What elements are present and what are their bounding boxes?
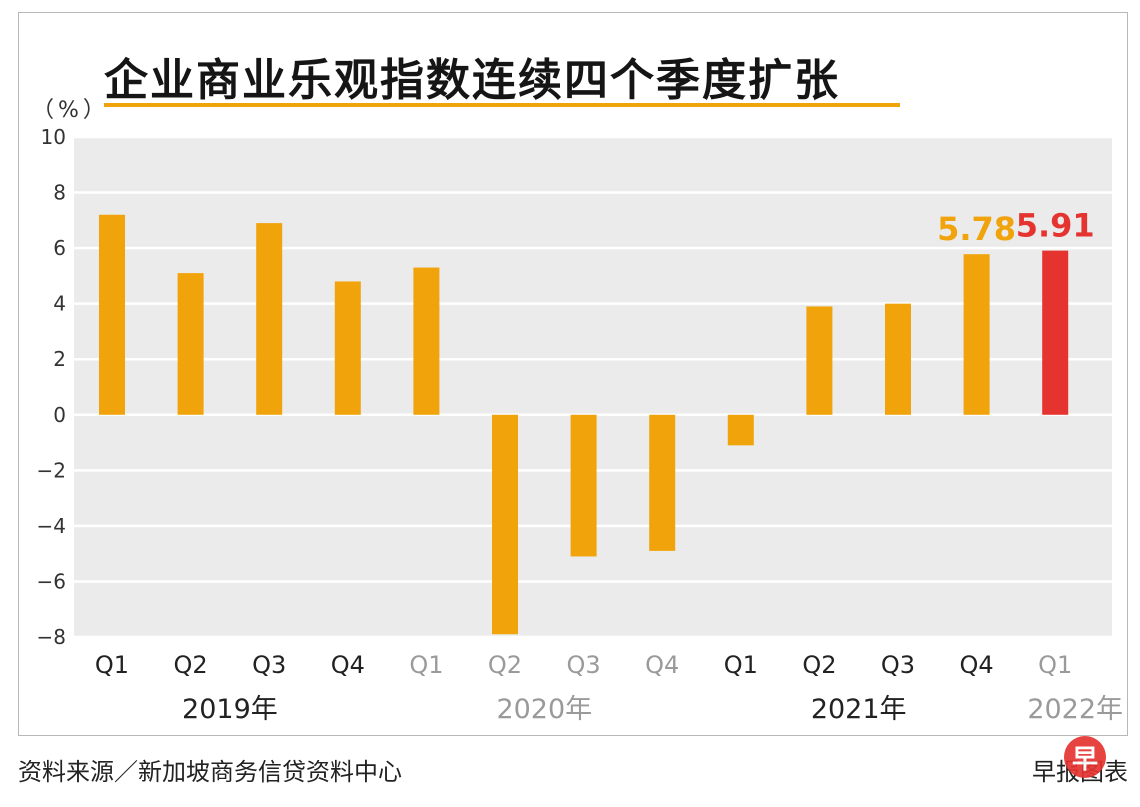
y-tick-label: 0 [53,403,66,427]
year-label: 2021年 [811,694,907,725]
x-tick-label: Q2 [802,651,836,679]
bar [492,414,518,635]
year-label: 2022年 [1027,694,1123,725]
x-tick-label: Q1 [1038,651,1072,679]
x-tick-label: Q1 [724,651,758,679]
title-underline [104,103,900,107]
year-label: 2019年 [182,694,278,725]
y-axis-unit: （%） [32,98,109,123]
x-tick-label: Q4 [960,651,994,679]
x-tick-label: Q2 [488,651,522,679]
data-label: 5.78 [937,210,1016,248]
data-label: 5.91 [1016,207,1095,245]
y-tick-label: −6 [37,569,66,593]
year-label: 2020年 [496,694,592,725]
y-tick-label: 4 [53,292,66,316]
bar [963,254,990,415]
bar [256,223,283,415]
x-tick-label: Q4 [331,651,365,679]
bar [99,214,125,415]
y-tick-label: 10 [41,125,66,149]
bar [727,414,754,446]
x-tick-label: Q3 [881,651,915,679]
source-note: 资料来源／新加坡商务信贷资料中心 [18,758,402,786]
y-tick-label: −2 [37,458,66,482]
bar [177,273,204,415]
y-tick-label: −4 [37,514,66,538]
y-tick-label: 8 [53,181,66,205]
chart-title: 企业商业乐观指数连续四个季度扩张 [104,55,840,106]
zaobao-logo: 早 [1064,736,1106,778]
x-tick-label: Q4 [645,651,679,679]
bar [885,303,911,415]
bar [334,281,361,415]
x-tick-label: Q3 [252,651,286,679]
bar [570,414,597,557]
x-tick-label: Q1 [409,651,443,679]
x-tick-label: Q2 [174,651,208,679]
bar [806,306,833,415]
bar [1042,250,1069,415]
bar [413,267,440,415]
x-tick-label: Q3 [567,651,601,679]
y-tick-label: 2 [53,347,66,371]
y-tick-label: −8 [37,625,66,649]
x-tick-label: Q1 [95,651,129,679]
bar [649,414,676,551]
y-tick-label: 6 [53,236,66,260]
